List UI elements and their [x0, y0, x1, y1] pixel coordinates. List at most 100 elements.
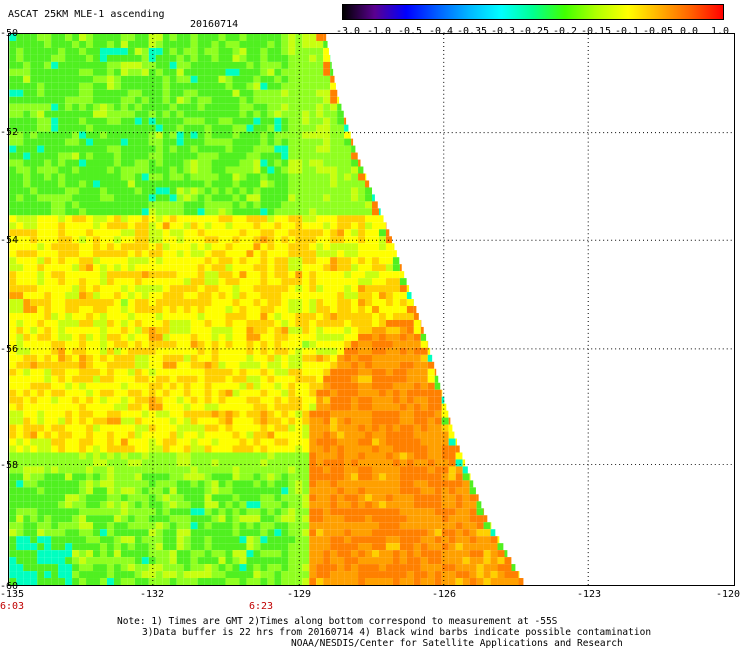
data-cell	[330, 333, 338, 341]
data-cell	[44, 264, 52, 272]
data-cell	[99, 557, 107, 565]
data-cell	[93, 487, 100, 495]
data-cell	[113, 166, 121, 174]
data-cell	[371, 208, 379, 216]
data-cell	[295, 271, 303, 279]
data-cell	[113, 110, 121, 118]
data-cell	[323, 236, 331, 244]
data-cell	[441, 571, 449, 579]
data-cell	[106, 389, 114, 397]
data-cell	[51, 285, 59, 293]
data-cell	[302, 180, 310, 188]
data-cell	[162, 424, 170, 432]
data-cell	[113, 410, 121, 418]
data-cell	[93, 564, 100, 572]
data-cell	[113, 229, 121, 237]
data-cell	[309, 431, 317, 439]
data-cell	[365, 333, 372, 341]
data-cell	[448, 543, 456, 551]
color-scale-label: -0.05	[642, 26, 674, 37]
data-cell	[365, 529, 372, 537]
data-cell	[16, 159, 24, 167]
data-cell	[385, 452, 393, 460]
data-cell	[358, 250, 366, 258]
data-cell	[344, 264, 352, 272]
data-cell	[274, 138, 282, 146]
data-cell	[351, 187, 359, 195]
data-cell	[51, 473, 59, 481]
data-cell	[365, 347, 372, 355]
data-cell	[392, 278, 400, 286]
data-cell	[239, 466, 247, 474]
data-cell	[483, 571, 491, 579]
data-cell	[441, 522, 449, 530]
data-cell	[469, 522, 477, 530]
data-cell	[120, 417, 128, 425]
data-cell	[392, 487, 400, 495]
data-cell	[16, 152, 24, 160]
data-cell	[51, 208, 59, 216]
data-cell	[58, 452, 66, 460]
data-cell	[455, 522, 463, 530]
data-cell	[302, 375, 310, 383]
data-cell	[351, 347, 359, 355]
data-cell	[225, 445, 233, 453]
data-cell	[330, 131, 338, 139]
data-cell	[127, 438, 135, 446]
data-cell	[79, 571, 87, 579]
data-cell	[392, 564, 400, 572]
data-cell	[9, 82, 17, 90]
data-cell	[155, 410, 163, 418]
data-cell	[371, 515, 379, 523]
data-cell	[23, 515, 31, 523]
data-cell	[358, 487, 366, 495]
data-cell	[316, 438, 324, 446]
data-cell	[155, 487, 163, 495]
data-cell	[127, 536, 135, 544]
data-cell	[267, 564, 275, 572]
data-cell	[483, 529, 491, 537]
data-cell	[30, 578, 38, 585]
data-cell	[120, 103, 128, 111]
data-cell	[302, 424, 310, 432]
data-cell	[197, 138, 205, 146]
data-cell	[211, 152, 219, 160]
data-cell	[23, 89, 31, 97]
data-cell	[392, 306, 400, 313]
data-cell	[274, 264, 282, 272]
data-cell	[162, 508, 170, 516]
data-cell	[79, 508, 87, 516]
data-cell	[211, 438, 219, 446]
data-cell	[155, 292, 163, 300]
data-cell	[79, 382, 87, 390]
data-cell	[253, 306, 261, 313]
data-cell	[197, 103, 205, 111]
data-cell	[120, 578, 128, 585]
data-cell	[183, 145, 191, 153]
data-cell	[44, 145, 52, 153]
data-cell	[295, 285, 303, 293]
data-cell	[288, 522, 296, 530]
data-cell	[30, 250, 38, 258]
data-cell	[86, 431, 94, 439]
data-cell	[323, 229, 331, 237]
data-cell	[37, 431, 45, 439]
data-cell	[120, 466, 128, 474]
data-cell	[232, 236, 240, 244]
data-cell	[16, 82, 24, 90]
data-cell	[302, 501, 310, 509]
data-cell	[246, 501, 254, 509]
data-cell	[37, 299, 45, 307]
data-cell	[476, 578, 484, 585]
data-cell	[162, 222, 170, 230]
data-cell	[155, 187, 163, 195]
data-cell	[58, 96, 66, 104]
data-cell	[330, 208, 338, 216]
data-cell	[344, 271, 352, 279]
data-cell	[190, 75, 198, 83]
data-cell	[9, 47, 17, 55]
data-cell	[99, 166, 107, 174]
data-cell	[99, 375, 107, 383]
data-cell	[65, 229, 73, 237]
data-cell	[44, 459, 52, 467]
